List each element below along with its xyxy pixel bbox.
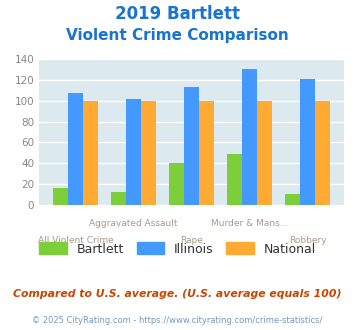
Bar xyxy=(285,194,300,205)
Bar xyxy=(169,163,184,205)
Text: 2019 Bartlett: 2019 Bartlett xyxy=(115,5,240,23)
Bar xyxy=(53,188,68,205)
Text: Rape: Rape xyxy=(180,236,203,245)
Bar xyxy=(300,79,315,205)
Text: Compared to U.S. average. (U.S. average equals 100): Compared to U.S. average. (U.S. average … xyxy=(13,289,342,299)
Bar xyxy=(242,69,257,205)
Bar xyxy=(315,101,331,205)
Bar xyxy=(184,87,199,205)
Bar xyxy=(257,101,272,205)
Bar xyxy=(83,101,98,205)
Bar xyxy=(111,192,126,205)
Legend: Bartlett, Illinois, National: Bartlett, Illinois, National xyxy=(36,239,320,259)
Bar xyxy=(199,101,214,205)
Bar xyxy=(126,99,141,205)
Text: Aggravated Assault: Aggravated Assault xyxy=(89,219,178,228)
Bar xyxy=(141,101,156,205)
Text: All Violent Crime: All Violent Crime xyxy=(38,236,114,245)
Bar xyxy=(68,93,83,205)
Text: © 2025 CityRating.com - https://www.cityrating.com/crime-statistics/: © 2025 CityRating.com - https://www.city… xyxy=(32,316,323,325)
Text: Robbery: Robbery xyxy=(289,236,327,245)
Text: Violent Crime Comparison: Violent Crime Comparison xyxy=(66,28,289,43)
Bar xyxy=(227,154,242,205)
Text: Murder & Mans...: Murder & Mans... xyxy=(211,219,289,228)
